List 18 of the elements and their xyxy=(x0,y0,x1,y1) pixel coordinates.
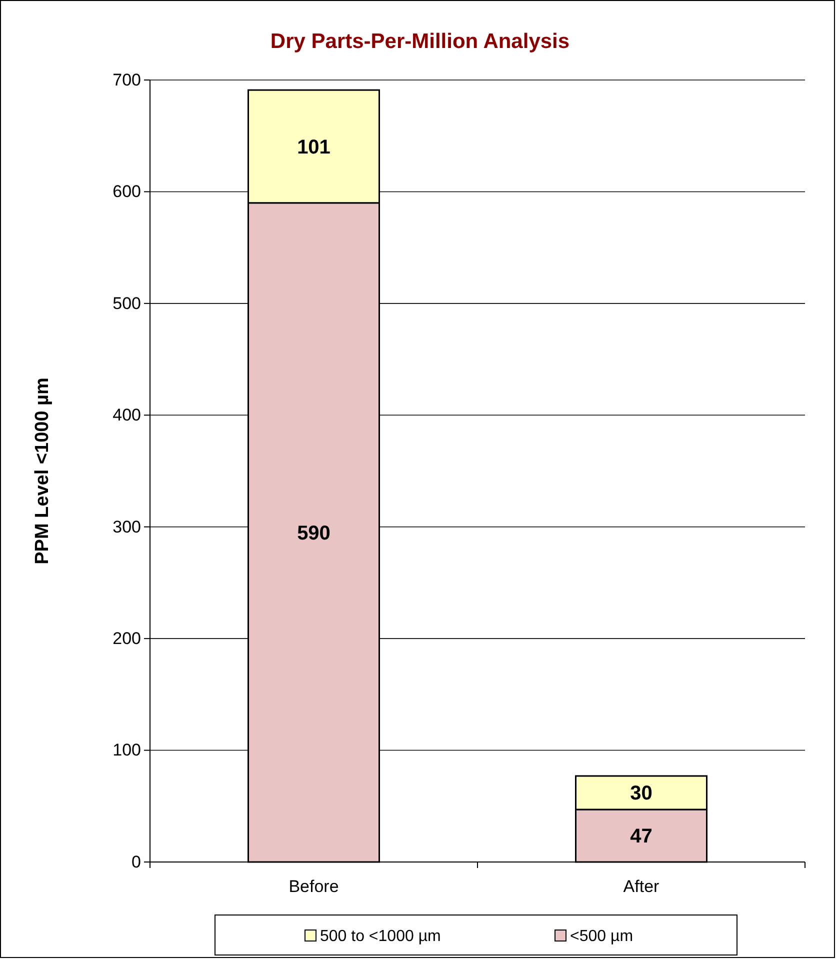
data-label: 30 xyxy=(630,782,652,805)
y-tick-label: 100 xyxy=(112,740,141,760)
chart-title: Dry Parts-Per-Million Analysis xyxy=(270,30,570,53)
data-label: 101 xyxy=(297,136,330,158)
y-tick-label: 500 xyxy=(112,294,141,313)
y-tick-label: 700 xyxy=(112,70,141,90)
y-tick-label: 200 xyxy=(112,629,141,648)
data-label: 47 xyxy=(630,826,652,848)
x-tick-label: After xyxy=(623,877,660,896)
data-label: 590 xyxy=(297,522,330,544)
y-tick-label: 400 xyxy=(112,406,141,425)
legend-label: 500 to <1000 µm xyxy=(320,928,441,945)
y-tick-label: 300 xyxy=(112,517,141,536)
y-tick-label: 600 xyxy=(112,182,141,202)
y-axis-title: PPM Level <1000 µm xyxy=(32,378,53,564)
y-tick-label: 0 xyxy=(132,852,141,872)
x-tick-label: Before xyxy=(288,877,339,896)
legend-label: <500 µm xyxy=(570,928,634,945)
